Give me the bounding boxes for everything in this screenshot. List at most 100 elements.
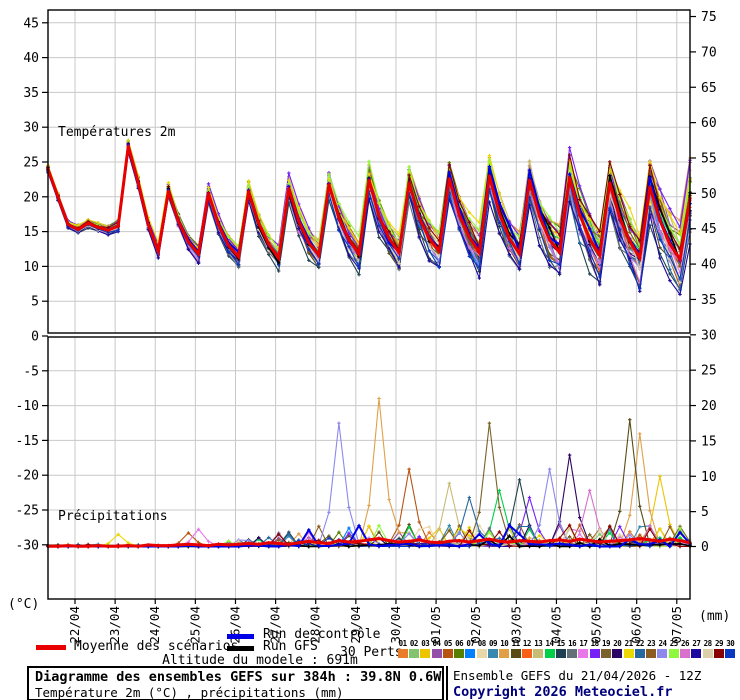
right-axis-tick-label: 40 [701, 258, 717, 273]
member-color-swatch [600, 649, 611, 658]
left-axis-tick-label: 45 [23, 16, 39, 31]
member-09: 09 [487, 639, 499, 658]
date-label: 24/04 [147, 606, 162, 644]
left-axis-tick-label: -30 [16, 538, 39, 553]
member-12: 12 [521, 639, 532, 658]
member-color-swatch [397, 649, 408, 658]
member-02: 02 [408, 639, 419, 658]
member-color-swatch [555, 649, 566, 658]
mean-label: Moyenne des scénarios [74, 639, 239, 654]
left-axis-tick-label: 30 [23, 121, 39, 136]
left-axis-unit: (°C) [8, 597, 39, 612]
temperature-panel-label: Températures 2m [58, 125, 176, 140]
member-01: 01 [397, 639, 408, 658]
right-axis-tick-label: 10 [701, 470, 717, 485]
member-color-swatch [725, 649, 736, 658]
member-number: 22 [635, 639, 645, 648]
member-number: 11 [511, 639, 521, 648]
member-24: 24 [657, 639, 668, 658]
right-axis-tick-label: 70 [701, 45, 717, 60]
right-axis-unit: (mm) [699, 609, 730, 624]
chart-title: Diagramme des ensembles GEFS sur 384h : … [35, 669, 442, 685]
member-10: 10 [499, 639, 510, 658]
member-number: 04 [432, 639, 442, 648]
date-label: 06/05 [629, 606, 644, 644]
ensemble-member-precip-line [47, 423, 691, 548]
member-19: 19 [600, 639, 611, 658]
member-color-swatch [544, 649, 555, 658]
member-color-swatch [612, 649, 623, 658]
member-color-swatch [442, 649, 453, 658]
date-label: 02/05 [468, 606, 483, 644]
member-color-swatch [657, 649, 668, 658]
member-26: 26 [679, 639, 691, 658]
member-number: 06 [455, 639, 464, 648]
date-label: 01/05 [428, 606, 443, 644]
run-info-label: Ensemble GEFS du 21/04/2026 - 12Z [453, 668, 702, 683]
member-color-swatch [488, 649, 499, 658]
precipitation-panel-frame [47, 336, 691, 600]
member-11: 11 [510, 639, 521, 658]
date-label: 07/05 [669, 606, 684, 644]
member-number: 14 [545, 639, 554, 648]
member-23: 23 [646, 639, 657, 658]
member-color-swatch [634, 649, 645, 658]
member-number: 27 [692, 639, 701, 648]
member-number: 03 [421, 639, 430, 648]
left-axis-tick-label: -5 [23, 364, 39, 379]
right-axis-tick-label: 55 [701, 151, 717, 166]
member-16: 16 [566, 639, 578, 658]
gfs-run-swatch [227, 646, 254, 651]
member-color-swatch [454, 649, 465, 658]
left-axis-tick-label: 35 [23, 86, 39, 101]
member-number: 19 [601, 639, 611, 648]
member-number: 30 [726, 639, 735, 648]
left-axis-tick-label: 20 [23, 190, 39, 205]
member-03: 03 [420, 639, 431, 658]
gfs-run-label: Run GFS [263, 639, 318, 654]
right-axis-tick-label: 20 [701, 399, 717, 414]
member-number: 08 [477, 639, 487, 648]
right-axis-tick-label: 30 [701, 328, 717, 343]
right-axis-tick-label: 25 [701, 364, 717, 379]
ensemble-member-precip-line-markers [46, 418, 692, 549]
control-run-label: Run de contrôle [263, 627, 381, 642]
member-number: 09 [489, 639, 498, 648]
member-04: 04 [431, 639, 442, 658]
perts-count-label: 30 Perts. [340, 645, 411, 660]
member-08: 08 [476, 639, 487, 658]
member-number: 28 [703, 639, 713, 648]
left-axis-tick-label: -20 [16, 469, 39, 484]
chart-subtitle: Température 2m (°C) , précipitations (mm… [35, 685, 344, 700]
member-number: 29 [714, 639, 724, 648]
member-21: 21 [623, 639, 634, 658]
date-label: 29/04 [348, 606, 363, 644]
member-number: 05 [443, 639, 453, 648]
member-number: 02 [409, 639, 419, 648]
member-color-swatch [680, 649, 691, 658]
right-axis-tick-label: 15 [701, 434, 717, 449]
member-color-swatch [408, 649, 419, 658]
date-label: 28/04 [308, 606, 323, 644]
member-color-swatch [567, 649, 578, 658]
right-axis-tick-label: 5 [701, 505, 709, 520]
temperature-panel-frame [47, 9, 691, 334]
member-14: 14 [544, 639, 555, 658]
member-number: 13 [534, 639, 543, 648]
member-color-swatch [499, 649, 510, 658]
member-number: 16 [568, 639, 577, 648]
footer-divider [446, 666, 448, 700]
right-axis-tick-label: 60 [701, 116, 717, 131]
member-22: 22 [634, 639, 645, 658]
model-altitude-label: Altitude du modele : 691m [162, 653, 358, 668]
left-axis-tick-label: -10 [16, 399, 39, 414]
date-label: 27/04 [268, 606, 283, 644]
date-label: 23/04 [107, 606, 122, 644]
date-label: 22/04 [67, 606, 82, 644]
left-axis-tick-label: -15 [16, 434, 39, 449]
member-07: 07 [465, 639, 476, 658]
member-color-swatch [691, 649, 702, 658]
member-30: 30 [725, 639, 736, 658]
member-number: 15 [556, 639, 566, 648]
